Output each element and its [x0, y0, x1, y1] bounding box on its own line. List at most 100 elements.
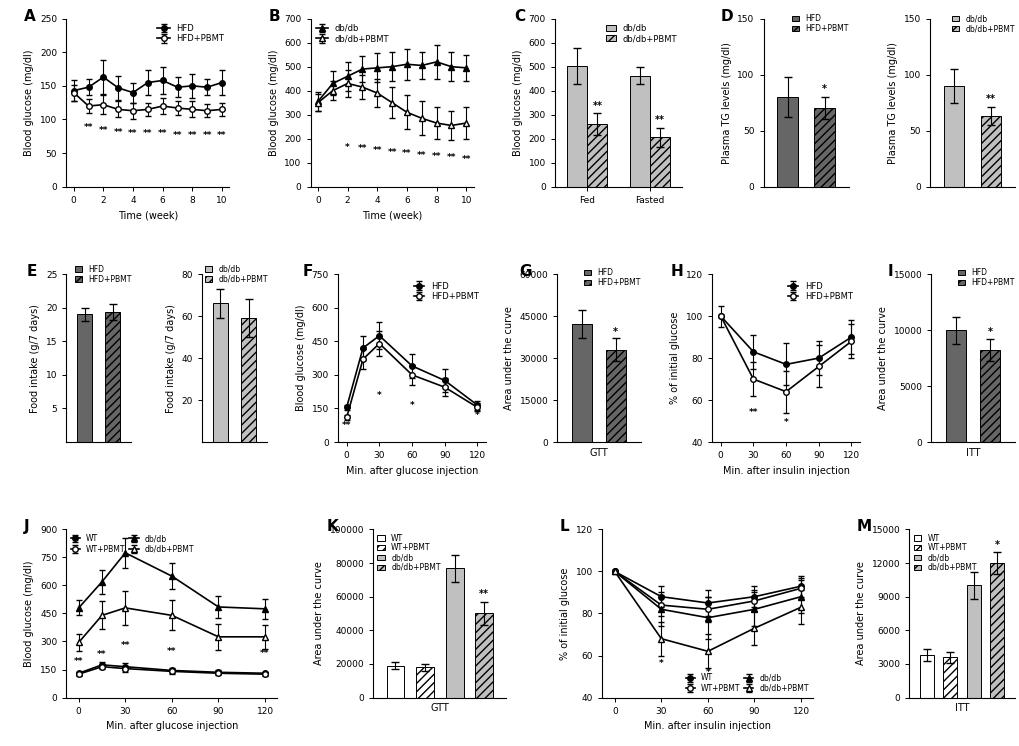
- Text: **: **: [260, 649, 269, 658]
- Text: *: *: [410, 401, 414, 410]
- Text: *: *: [377, 390, 381, 400]
- Text: **: **: [654, 115, 664, 125]
- Text: **: **: [748, 408, 757, 417]
- Bar: [212, 304, 228, 442]
- Text: *: *: [658, 659, 663, 668]
- Text: *: *: [344, 143, 350, 152]
- Text: **: **: [202, 131, 212, 140]
- Legend: db/db, db/db+PBMT: db/db, db/db+PBMT: [204, 264, 268, 284]
- Bar: [76, 314, 93, 442]
- Bar: [776, 97, 797, 186]
- Text: *: *: [475, 411, 479, 420]
- Text: **: **: [167, 648, 176, 656]
- Text: **: **: [74, 656, 84, 665]
- Legend: HFD, HFD+PBMT: HFD, HFD+PBMT: [156, 23, 225, 44]
- Text: *: *: [986, 327, 991, 336]
- Legend: HFD, HFD+PBMT: HFD, HFD+PBMT: [791, 14, 848, 34]
- Y-axis label: Area under the curve: Area under the curve: [314, 562, 324, 665]
- Bar: [946, 330, 965, 442]
- Text: **: **: [84, 122, 93, 131]
- Text: G: G: [520, 264, 532, 279]
- Text: **: **: [592, 101, 602, 110]
- Bar: [630, 75, 649, 186]
- Y-axis label: Food intake (g/7 days): Food intake (g/7 days): [166, 304, 176, 413]
- Text: **: **: [985, 94, 995, 104]
- Text: E: E: [26, 264, 37, 279]
- Bar: [587, 125, 606, 186]
- Text: **: **: [187, 131, 197, 140]
- Bar: [605, 350, 626, 442]
- Text: *: *: [705, 668, 709, 677]
- X-axis label: Min. after glucose injection: Min. after glucose injection: [345, 466, 478, 476]
- Y-axis label: Food intake (g/7 days): Food intake (g/7 days): [31, 304, 40, 413]
- Bar: [105, 312, 120, 442]
- Text: *: *: [783, 419, 788, 427]
- Text: **: **: [431, 151, 441, 160]
- Text: *: *: [821, 84, 826, 94]
- Bar: [240, 319, 256, 442]
- Text: D: D: [720, 8, 733, 24]
- X-axis label: ITT: ITT: [954, 703, 968, 713]
- Bar: [979, 350, 999, 442]
- Y-axis label: Plasma TG levels (mg/dl): Plasma TG levels (mg/dl): [888, 42, 897, 163]
- Legend: db/db, db/db+PBMT: db/db, db/db+PBMT: [951, 14, 1014, 34]
- Text: **: **: [158, 129, 167, 138]
- Y-axis label: Blood glucose (mg/dl): Blood glucose (mg/dl): [296, 305, 306, 411]
- Y-axis label: Area under the curve: Area under the curve: [855, 562, 865, 665]
- Text: H: H: [669, 264, 683, 279]
- Y-axis label: Area under the curve: Area under the curve: [503, 306, 514, 410]
- Legend: HFD, HFD+PBMT: HFD, HFD+PBMT: [957, 268, 1014, 287]
- Text: L: L: [559, 519, 570, 534]
- Bar: [572, 325, 592, 442]
- Legend: db/db, db/db+PBMT: db/db, db/db+PBMT: [605, 23, 678, 44]
- Y-axis label: Area under the curve: Area under the curve: [877, 306, 888, 410]
- Legend: db/db, db/db+PBMT: db/db, db/db+PBMT: [315, 23, 389, 44]
- Bar: [386, 665, 404, 698]
- Text: **: **: [143, 129, 153, 138]
- X-axis label: GTT: GTT: [589, 448, 608, 457]
- Text: C: C: [514, 8, 525, 24]
- Y-axis label: % of initial glucose: % of initial glucose: [669, 312, 680, 404]
- X-axis label: Time (week): Time (week): [362, 210, 422, 220]
- Text: F: F: [302, 264, 313, 279]
- Text: **: **: [358, 144, 367, 153]
- Text: **: **: [372, 146, 382, 155]
- Y-axis label: Plasma TG levels (mg/dl): Plasma TG levels (mg/dl): [721, 42, 731, 163]
- Legend: WT, WT+PBMT, db/db, db/db+PBMT: WT, WT+PBMT, db/db, db/db+PBMT: [684, 673, 809, 694]
- Text: **: **: [172, 131, 182, 140]
- Bar: [567, 66, 587, 186]
- Text: **: **: [417, 151, 426, 160]
- Text: *: *: [612, 327, 618, 336]
- Legend: WT, WT+PBMT, db/db, db/db+PBMT: WT, WT+PBMT, db/db, db/db+PBMT: [912, 533, 976, 572]
- Legend: HFD, HFD+PBMT: HFD, HFD+PBMT: [74, 264, 132, 284]
- Legend: WT, WT+PBMT, db/db, db/db+PBMT: WT, WT+PBMT, db/db, db/db+PBMT: [377, 533, 440, 572]
- Text: **: **: [479, 589, 489, 599]
- Text: B: B: [268, 8, 279, 24]
- Text: **: **: [461, 155, 471, 164]
- Text: J: J: [24, 519, 30, 534]
- Text: A: A: [23, 8, 36, 24]
- Text: **: **: [387, 148, 396, 157]
- Text: M: M: [856, 519, 871, 534]
- Bar: [475, 613, 492, 698]
- Y-axis label: Blood glucose (mg/dl): Blood glucose (mg/dl): [24, 49, 35, 156]
- Text: **: **: [113, 128, 123, 137]
- X-axis label: ITT: ITT: [965, 448, 979, 457]
- Legend: WT, WT+PBMT, db/db, db/db+PBMT: WT, WT+PBMT, db/db, db/db+PBMT: [70, 533, 195, 554]
- X-axis label: Min. after insulin injection: Min. after insulin injection: [644, 721, 770, 731]
- Legend: HFD, HFD+PBMT: HFD, HFD+PBMT: [411, 278, 482, 304]
- Bar: [416, 667, 433, 698]
- Text: **: **: [217, 131, 226, 140]
- X-axis label: Min. after insulin injection: Min. after insulin injection: [721, 466, 849, 476]
- X-axis label: Min. after glucose injection: Min. after glucose injection: [106, 721, 237, 731]
- Text: *: *: [994, 539, 999, 550]
- Bar: [943, 657, 957, 698]
- Bar: [445, 568, 463, 698]
- Y-axis label: Blood glucose (mg/dl): Blood glucose (mg/dl): [513, 49, 523, 156]
- Bar: [649, 137, 669, 186]
- Legend: HFD, HFD+PBMT: HFD, HFD+PBMT: [583, 268, 641, 287]
- Text: I: I: [888, 264, 893, 279]
- X-axis label: Time (week): Time (week): [117, 210, 177, 220]
- Text: **: **: [341, 421, 352, 430]
- Y-axis label: % of initial glucose: % of initial glucose: [560, 567, 570, 659]
